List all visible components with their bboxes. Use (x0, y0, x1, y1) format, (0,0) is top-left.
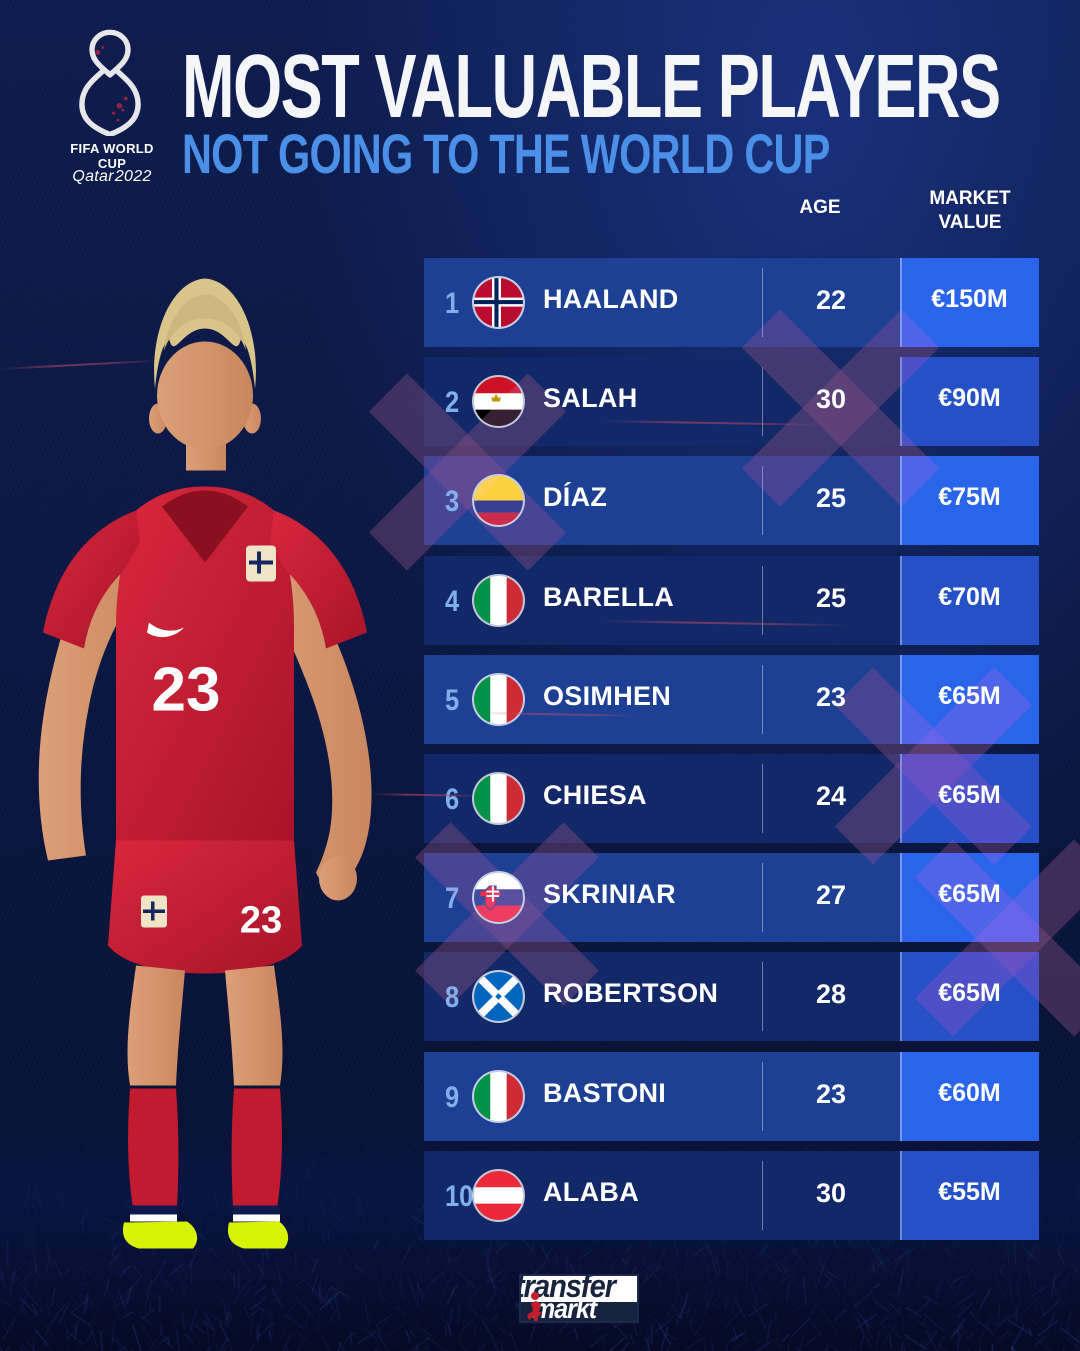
svg-text:23: 23 (240, 900, 282, 942)
svg-text:23: 23 (152, 656, 221, 725)
